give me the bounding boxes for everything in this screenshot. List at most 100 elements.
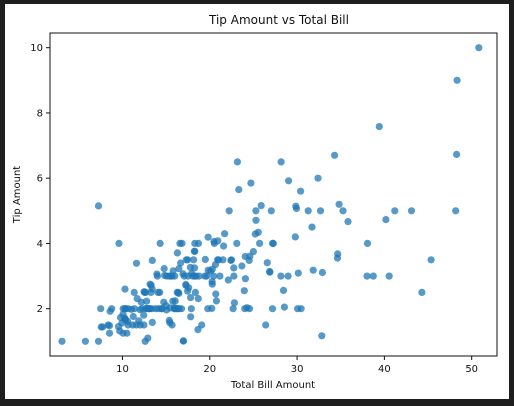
x-axis-ticks: 10 20 30 40 50 <box>116 356 478 375</box>
data-point <box>220 242 228 250</box>
data-point <box>160 265 168 273</box>
data-point <box>291 233 299 241</box>
y-tick-label: 4 <box>37 239 43 250</box>
data-point <box>427 256 435 264</box>
data-point <box>58 337 66 345</box>
data-point <box>245 305 254 313</box>
data-point <box>241 275 249 283</box>
data-point <box>277 158 285 166</box>
y-tick-label: 6 <box>37 174 43 185</box>
data-point <box>230 264 238 272</box>
data-point <box>252 207 260 215</box>
data-point <box>316 207 325 215</box>
chart-figure: Tip Amount vs Total Bill 10 20 30 40 50 2 4 6 8… <box>5 4 509 399</box>
data-point <box>240 287 248 295</box>
data-point <box>269 239 277 247</box>
x-tick-label: 50 <box>465 364 478 375</box>
data-point <box>195 272 203 280</box>
data-point <box>115 239 123 247</box>
data-point <box>277 272 285 280</box>
data-point <box>210 272 218 280</box>
data-point <box>280 303 288 311</box>
data-points <box>58 44 483 345</box>
plot-frame <box>49 32 498 357</box>
data-point <box>121 285 129 293</box>
data-point <box>314 174 322 182</box>
data-point <box>219 256 227 264</box>
data-point <box>140 321 148 329</box>
data-point <box>177 305 186 313</box>
data-point <box>156 239 164 247</box>
x-axis-label: Total Bill Amount <box>230 380 315 391</box>
data-point <box>334 250 342 258</box>
data-point <box>385 272 393 280</box>
chart-title: Tip Amount vs Total Bill <box>208 13 349 27</box>
data-point <box>97 305 105 313</box>
data-point <box>153 272 161 280</box>
data-point <box>229 305 237 313</box>
data-point <box>256 239 264 247</box>
data-point <box>263 259 271 267</box>
data-point <box>339 207 347 215</box>
data-point <box>363 272 371 280</box>
data-point <box>148 318 156 326</box>
data-point <box>266 268 274 276</box>
data-point <box>203 272 211 280</box>
data-point <box>194 239 203 247</box>
y-axis-ticks: 2 4 6 8 10 <box>30 43 50 315</box>
data-point <box>238 262 246 270</box>
data-point <box>187 313 195 321</box>
data-point <box>284 272 292 280</box>
data-point <box>297 187 305 195</box>
data-point <box>168 321 176 329</box>
data-point <box>247 179 255 187</box>
data-point <box>105 329 114 337</box>
data-point <box>132 259 141 267</box>
data-point <box>235 186 243 194</box>
data-point <box>187 294 195 302</box>
data-point <box>156 288 164 296</box>
data-point <box>391 207 399 215</box>
data-point <box>130 305 139 313</box>
data-point <box>375 123 383 131</box>
data-point <box>262 321 270 329</box>
data-point <box>94 202 103 210</box>
data-point <box>407 207 416 215</box>
data-point <box>233 158 241 166</box>
data-point <box>230 299 238 307</box>
data-point <box>204 233 212 241</box>
data-point <box>369 272 377 280</box>
data-point <box>171 297 179 305</box>
data-point <box>249 248 257 256</box>
x-tick-label: 20 <box>203 364 216 375</box>
data-point <box>187 305 195 313</box>
data-point <box>318 332 326 340</box>
data-point <box>123 329 131 337</box>
data-point <box>179 337 188 345</box>
data-point <box>171 272 179 280</box>
data-point <box>453 76 461 84</box>
data-point <box>279 286 288 294</box>
data-point <box>99 323 107 331</box>
data-point <box>129 312 137 321</box>
data-point <box>191 288 199 296</box>
data-point <box>208 304 216 312</box>
data-point <box>285 177 293 185</box>
data-point <box>175 289 183 297</box>
data-point <box>297 305 305 313</box>
data-point <box>148 256 156 264</box>
data-point <box>130 288 138 296</box>
data-point <box>142 288 150 296</box>
data-point <box>214 237 222 245</box>
data-point <box>143 297 151 305</box>
data-point <box>175 265 183 273</box>
data-point <box>224 276 232 284</box>
data-point <box>81 337 89 345</box>
data-point <box>382 216 390 224</box>
data-point <box>254 228 262 236</box>
y-tick-label: 2 <box>37 304 43 315</box>
data-point <box>252 216 260 224</box>
data-point <box>363 239 372 247</box>
data-point <box>94 337 103 345</box>
data-point <box>453 150 461 158</box>
